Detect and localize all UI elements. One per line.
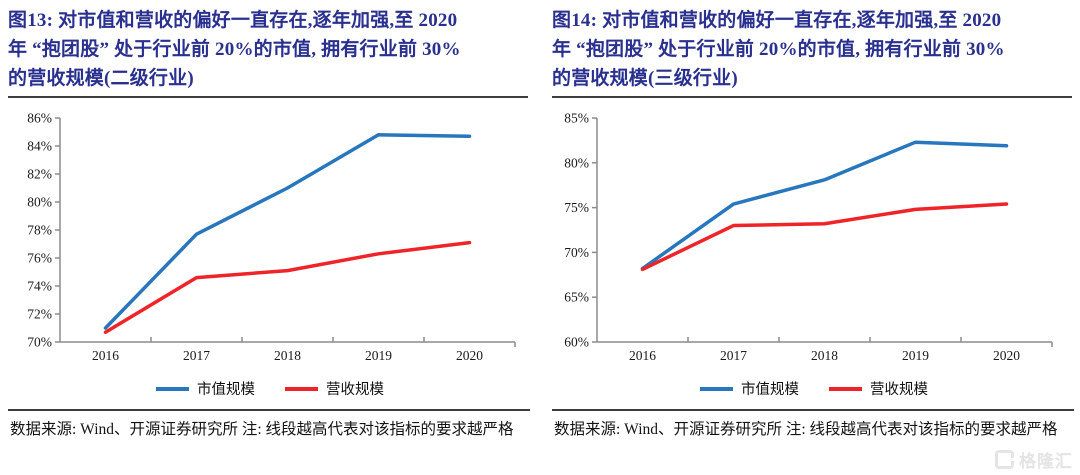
y-axis-tick-label: 80% xyxy=(27,195,52,210)
legend-item-revenue: 营收规模 xyxy=(829,378,928,399)
legend-label-revenue: 营收规模 xyxy=(870,382,928,398)
legend-item-market-cap: 市值规模 xyxy=(700,378,799,399)
y-axis-tick-label: 74% xyxy=(27,279,52,294)
x-axis-tick-label: 2020 xyxy=(993,348,1020,363)
x-axis-tick-label: 2016 xyxy=(629,348,656,363)
y-axis-tick-label: 86% xyxy=(27,111,52,126)
legend-label-market-cap: 市值规模 xyxy=(741,382,799,398)
x-axis-tick-label: 2018 xyxy=(274,348,301,363)
x-axis-tick-label: 2019 xyxy=(365,348,392,363)
revenue-line-swatch xyxy=(285,386,318,391)
y-axis-tick-label: 60% xyxy=(564,335,589,350)
legend-item-revenue: 营收规模 xyxy=(285,378,384,399)
market-cap-line-swatch xyxy=(156,386,189,391)
gelonghui-watermark-text: 格隆汇 xyxy=(1019,452,1073,471)
revenue-series-line xyxy=(640,202,1009,272)
y-axis-tick-label: 70% xyxy=(564,245,589,260)
y-axis-tick-label: 84% xyxy=(27,139,52,154)
gelonghui-logo-icon xyxy=(995,450,1014,469)
y-axis-tick-label: 85% xyxy=(564,111,589,126)
market-cap-line-swatch xyxy=(700,386,733,391)
x-axis-tick-label: 2019 xyxy=(902,348,929,363)
figure-title-line-3: 的营收规模(二级行业) xyxy=(8,68,194,89)
revenue-line-swatch xyxy=(829,386,862,391)
y-axis-tick-label: 65% xyxy=(564,290,589,305)
title-underline xyxy=(8,96,528,98)
figure-title-line-2: 年 “抱团股” 处于行业前 20%的市值, 拥有行业前 30% xyxy=(8,39,461,60)
source-note: 数据来源: Wind、开源证券研究所 注: 线段越高代表对该指标的要求越严格 xyxy=(10,421,514,438)
figure-14-panel: 图14: 对市值和营收的偏好一直存在,逐年加强,至 2020 年 “抱团股” 处… xyxy=(552,6,1076,473)
legend-label-market-cap: 市值规模 xyxy=(197,382,255,398)
y-axis-tick-label: 72% xyxy=(27,307,52,322)
legend-label-revenue: 营收规模 xyxy=(326,382,384,398)
footer-divider xyxy=(552,409,1074,411)
revenue-series-line xyxy=(103,240,472,334)
x-axis-tick-label: 2018 xyxy=(811,348,838,363)
figure-14-title: 图14: 对市值和营收的偏好一直存在,逐年加强,至 2020 年 “抱团股” 处… xyxy=(552,6,1076,93)
figure-13-line-chart: 86% 84% 82% 80% 78% 76% 74% 72% 70% 2016 2017 2018 2… xyxy=(27,111,516,363)
y-axis-tick-label: 75% xyxy=(564,200,589,215)
figure-title-line-1: 图13: 对市值和营收的偏好一直存在,逐年加强,至 2020 xyxy=(8,10,458,31)
y-axis-tick-label: 82% xyxy=(27,167,52,182)
figure-title-line-3: 的营收规模(三级行业) xyxy=(552,68,738,89)
market-cap-series-line xyxy=(103,133,472,330)
figure-13-panel: 图13: 对市值和营收的偏好一直存在,逐年加强,至 2020 年 “抱团股” 处… xyxy=(8,6,532,473)
market-cap-series-line xyxy=(640,140,1009,271)
footer-divider xyxy=(8,409,530,411)
y-axis-tick-label: 76% xyxy=(27,251,52,266)
source-note: 数据来源: Wind、开源证券研究所 注: 线段越高代表对该指标的要求越严格 xyxy=(554,421,1058,438)
figure-13-title: 图13: 对市值和营收的偏好一直存在,逐年加强,至 2020 年 “抱团股” 处… xyxy=(8,6,532,93)
gelonghui-watermark: 格隆汇 xyxy=(995,447,1073,472)
x-axis-tick-label: 2020 xyxy=(456,348,483,363)
y-axis-tick-label: 70% xyxy=(27,335,52,350)
x-axis-tick-label: 2017 xyxy=(720,348,747,363)
y-axis-tick-label: 80% xyxy=(564,155,589,170)
figure-13-legend: 市值规模 营收规模 xyxy=(8,378,532,399)
x-axis-tick-label: 2016 xyxy=(92,348,119,363)
figure-title-line-2: 年 “抱团股” 处于行业前 20%的市值, 拥有行业前 30% xyxy=(552,39,1005,60)
figure-title-line-1: 图14: 对市值和营收的偏好一直存在,逐年加强,至 2020 xyxy=(552,10,1002,31)
legend-item-market-cap: 市值规模 xyxy=(156,378,255,399)
figure-14-legend: 市值规模 营收规模 xyxy=(552,378,1076,399)
y-axis-tick-label: 78% xyxy=(27,223,52,238)
x-axis-tick-label: 2017 xyxy=(183,348,210,363)
title-underline xyxy=(552,96,1072,98)
figure-14-line-chart: 85% 80% 75% 70% 65% 60% 2016 2017 2018 2019 2020 xyxy=(564,111,1053,363)
